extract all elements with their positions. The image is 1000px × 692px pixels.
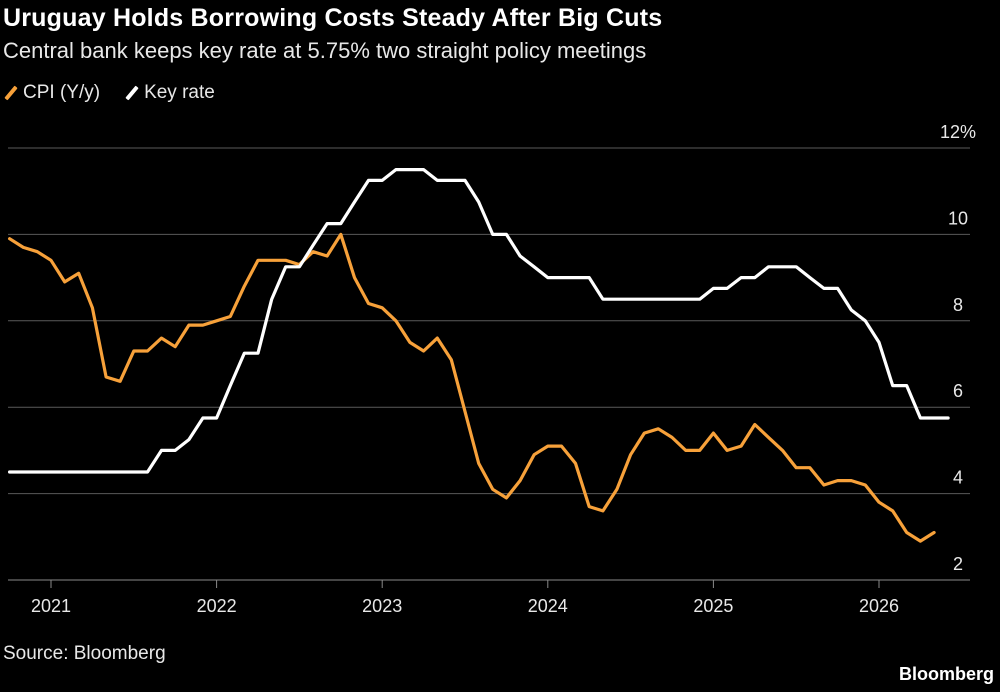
legend-label-cpi: CPI (Y/y) <box>23 82 101 103</box>
bloomberg-logo: Bloomberg <box>898 664 994 684</box>
legend-item-cpi: CPI (Y/y) <box>3 82 100 104</box>
y-tick-label-4: 4 <box>953 468 963 488</box>
y-tick-label-12: 12% <box>940 122 976 142</box>
chart-title: Uruguay Holds Borrowing Costs Steady Aft… <box>3 4 663 32</box>
chart-subtitle: Central bank keeps key rate at 5.75% two… <box>3 38 647 63</box>
source-note: Source: Bloomberg <box>3 643 166 664</box>
x-tick-label-2024: 2024 <box>528 596 568 616</box>
x-tick-label-2022: 2022 <box>197 596 237 616</box>
x-tick-label-2026: 2026 <box>859 596 899 616</box>
legend-item-key-rate: Key rate <box>124 82 215 104</box>
y-tick-label-10: 10 <box>948 208 968 228</box>
x-tick-label-2023: 2023 <box>362 596 402 616</box>
x-tick-label-2025: 2025 <box>693 596 733 616</box>
y-tick-label-2: 2 <box>953 554 963 574</box>
y-tick-label-8: 8 <box>953 295 963 315</box>
series-line-key-rate <box>8 168 950 474</box>
y-tick-label-6: 6 <box>953 381 963 401</box>
legend: CPI (Y/y) Key rate <box>3 82 215 104</box>
series-line-cpi <box>8 232 936 543</box>
x-tick-label-2021: 2021 <box>31 596 71 616</box>
legend-label-key-rate: Key rate <box>144 82 215 103</box>
